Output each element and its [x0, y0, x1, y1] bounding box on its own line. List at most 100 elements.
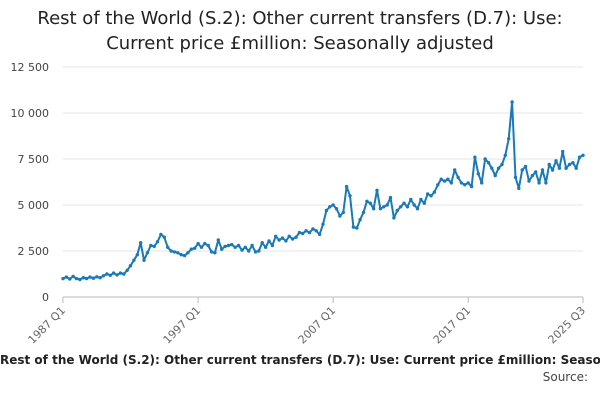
data-point	[554, 159, 558, 163]
data-point	[91, 276, 96, 280]
data-point	[182, 253, 187, 258]
data-point	[193, 246, 197, 250]
data-point	[216, 238, 220, 242]
data-point	[371, 207, 376, 211]
data-point	[399, 205, 403, 209]
data-point	[95, 275, 99, 279]
data-point	[429, 194, 433, 198]
data-point	[510, 100, 514, 104]
data-point	[257, 249, 261, 253]
data-point	[98, 276, 102, 280]
data-point	[426, 192, 430, 196]
data-point	[159, 232, 163, 237]
data-point	[392, 216, 396, 220]
data-point	[449, 181, 453, 185]
data-point	[324, 208, 329, 213]
data-point	[355, 226, 359, 230]
data-point	[280, 236, 285, 240]
data-point	[267, 239, 271, 243]
data-point	[81, 276, 86, 280]
data-point	[483, 157, 487, 161]
x-tick-label: 1987 Q1	[26, 304, 69, 347]
data-point	[351, 225, 356, 229]
data-point	[277, 238, 281, 242]
data-point	[341, 210, 345, 215]
data-point	[230, 242, 234, 247]
data-point	[304, 229, 308, 233]
data-point	[128, 264, 133, 268]
data-point	[446, 177, 450, 181]
data-point	[577, 155, 582, 159]
data-point	[493, 173, 497, 178]
chart-title-line-2: Current price £million: Seasonally adjus…	[106, 33, 494, 54]
data-point	[186, 251, 190, 255]
chart-title-line-1: Rest of the World (S.2): Other current t…	[37, 8, 563, 29]
data-point	[263, 245, 268, 249]
data-point	[270, 243, 275, 248]
data-point	[311, 227, 315, 231]
data-point	[530, 173, 535, 178]
data-point	[274, 234, 278, 238]
data-point	[439, 177, 443, 181]
data-point	[243, 245, 247, 249]
data-point	[297, 230, 302, 235]
data-point	[61, 276, 65, 281]
data-point	[287, 234, 291, 238]
y-tick-label: 0	[42, 291, 49, 304]
data-point	[155, 240, 160, 244]
x-tick-label: 2007 Q1	[296, 304, 339, 347]
data-point	[432, 190, 437, 194]
data-point	[307, 230, 312, 235]
data-point	[206, 243, 210, 248]
data-point	[520, 168, 524, 172]
y-tick-label: 5 000	[18, 199, 50, 212]
data-point	[557, 166, 562, 170]
data-point	[132, 258, 136, 262]
data-point	[142, 258, 146, 262]
data-point	[517, 186, 521, 191]
data-point	[574, 166, 578, 170]
data-point	[78, 277, 82, 282]
data-point	[402, 201, 406, 205]
data-point	[122, 272, 126, 276]
data-point	[378, 207, 383, 211]
data-point	[480, 181, 484, 185]
data-point	[564, 166, 568, 170]
data-point	[490, 166, 494, 170]
data-point	[453, 168, 457, 172]
data-point	[486, 161, 491, 165]
data-point	[358, 218, 362, 222]
data-point	[172, 250, 177, 254]
data-point	[385, 203, 389, 207]
data-point	[338, 214, 342, 218]
data-point	[500, 162, 504, 167]
data-point	[203, 241, 207, 246]
data-point	[301, 231, 305, 236]
data-point	[581, 153, 585, 157]
data-point	[220, 247, 224, 251]
data-point	[476, 172, 480, 176]
data-point	[290, 237, 295, 241]
chart-footer: Rest of the World (S.2): Other current t…	[0, 353, 600, 393]
data-point	[125, 268, 129, 272]
data-point	[209, 250, 214, 254]
data-point	[84, 276, 89, 281]
data-point	[422, 201, 426, 205]
data-point	[108, 273, 113, 277]
data-point	[166, 245, 170, 249]
data-point	[189, 247, 193, 251]
data-point	[196, 241, 200, 246]
data-point	[537, 181, 541, 185]
data-point	[473, 155, 477, 159]
data-point	[314, 229, 318, 233]
data-point	[199, 245, 204, 249]
data-point	[459, 181, 464, 185]
data-point	[101, 274, 106, 278]
y-axis: 0 2 500 5 000 7 500 10 000 12 500	[11, 61, 50, 304]
data-point	[152, 244, 156, 249]
data-point	[409, 197, 413, 202]
data-point	[469, 184, 474, 189]
data-point	[64, 275, 69, 279]
data-point	[149, 243, 153, 248]
